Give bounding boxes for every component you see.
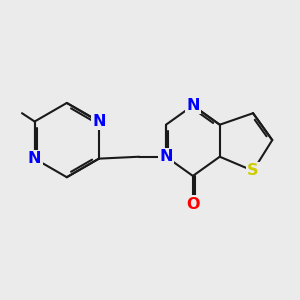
Text: N: N <box>92 114 106 129</box>
Text: O: O <box>186 196 200 211</box>
Text: N: N <box>186 98 200 113</box>
Text: N: N <box>28 151 41 166</box>
Text: N: N <box>159 149 173 164</box>
Text: S: S <box>247 163 259 178</box>
